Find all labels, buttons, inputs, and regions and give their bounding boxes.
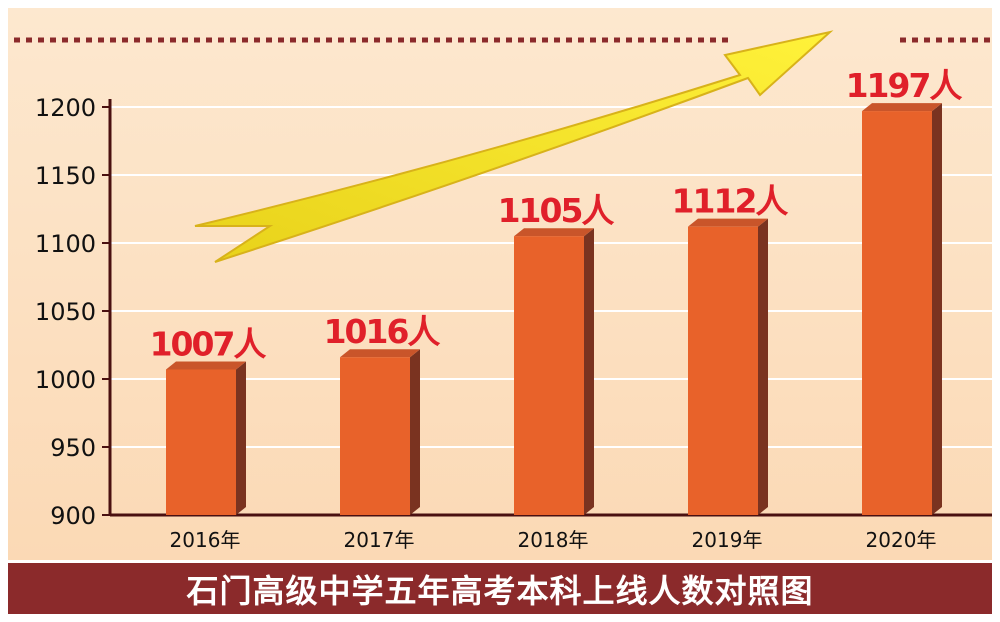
bar bbox=[688, 218, 768, 515]
x-tick-label: 2016年 bbox=[170, 528, 241, 552]
bar-side bbox=[932, 103, 942, 515]
data-label: 1112人 bbox=[672, 182, 789, 221]
x-tick-labels: 2016年 2017年 2018年 2019年 2020年 bbox=[170, 528, 937, 552]
bar-front bbox=[340, 357, 410, 515]
bar bbox=[514, 228, 594, 515]
bar bbox=[340, 349, 420, 515]
bar-side bbox=[758, 218, 768, 515]
x-tick-label: 2020年 bbox=[866, 528, 937, 552]
trend-arrow-icon bbox=[194, 30, 834, 263]
x-tick-label: 2019年 bbox=[692, 528, 763, 552]
bar-front bbox=[514, 236, 584, 515]
x-tick-label: 2017年 bbox=[344, 528, 415, 552]
bar-front bbox=[166, 369, 236, 515]
y-tick-label: 1200 bbox=[35, 94, 96, 122]
x-tick-label: 2018年 bbox=[518, 528, 589, 552]
bar-top bbox=[688, 218, 768, 227]
bar-side bbox=[236, 361, 246, 515]
chart-caption: 石门高级中学五年高考本科上线人数对照图 bbox=[186, 571, 814, 610]
bar-front bbox=[862, 111, 932, 515]
bar-side bbox=[584, 228, 594, 515]
y-tick-label: 1000 bbox=[35, 366, 96, 394]
y-tick-label: 1050 bbox=[35, 298, 96, 326]
bar-top bbox=[166, 361, 246, 370]
data-labels: 1007人 1016人 1105人 1112人 1197人 bbox=[150, 66, 965, 363]
bar-top bbox=[514, 228, 594, 237]
bar bbox=[166, 361, 246, 515]
data-label: 1105人 bbox=[498, 191, 615, 230]
plot-background bbox=[8, 8, 992, 560]
data-label: 1197人 bbox=[846, 66, 963, 105]
y-tick-label: 950 bbox=[50, 434, 96, 462]
bar bbox=[862, 103, 942, 515]
bar-side bbox=[410, 349, 420, 515]
bars bbox=[166, 103, 942, 515]
y-tick-label: 1100 bbox=[35, 230, 96, 258]
y-tick-labels: 900 950 1000 1050 1100 1150 1200 bbox=[35, 94, 96, 530]
data-label: 1016人 bbox=[324, 312, 441, 351]
bar-top bbox=[340, 349, 420, 358]
data-label: 1007人 bbox=[150, 324, 267, 363]
caption-bar: 石门高级中学五年高考本科上线人数对照图 bbox=[8, 563, 992, 614]
bar-front bbox=[688, 226, 758, 515]
bar-top bbox=[862, 103, 942, 112]
y-tick-label: 1150 bbox=[35, 162, 96, 190]
y-tick-label: 900 bbox=[50, 502, 96, 530]
